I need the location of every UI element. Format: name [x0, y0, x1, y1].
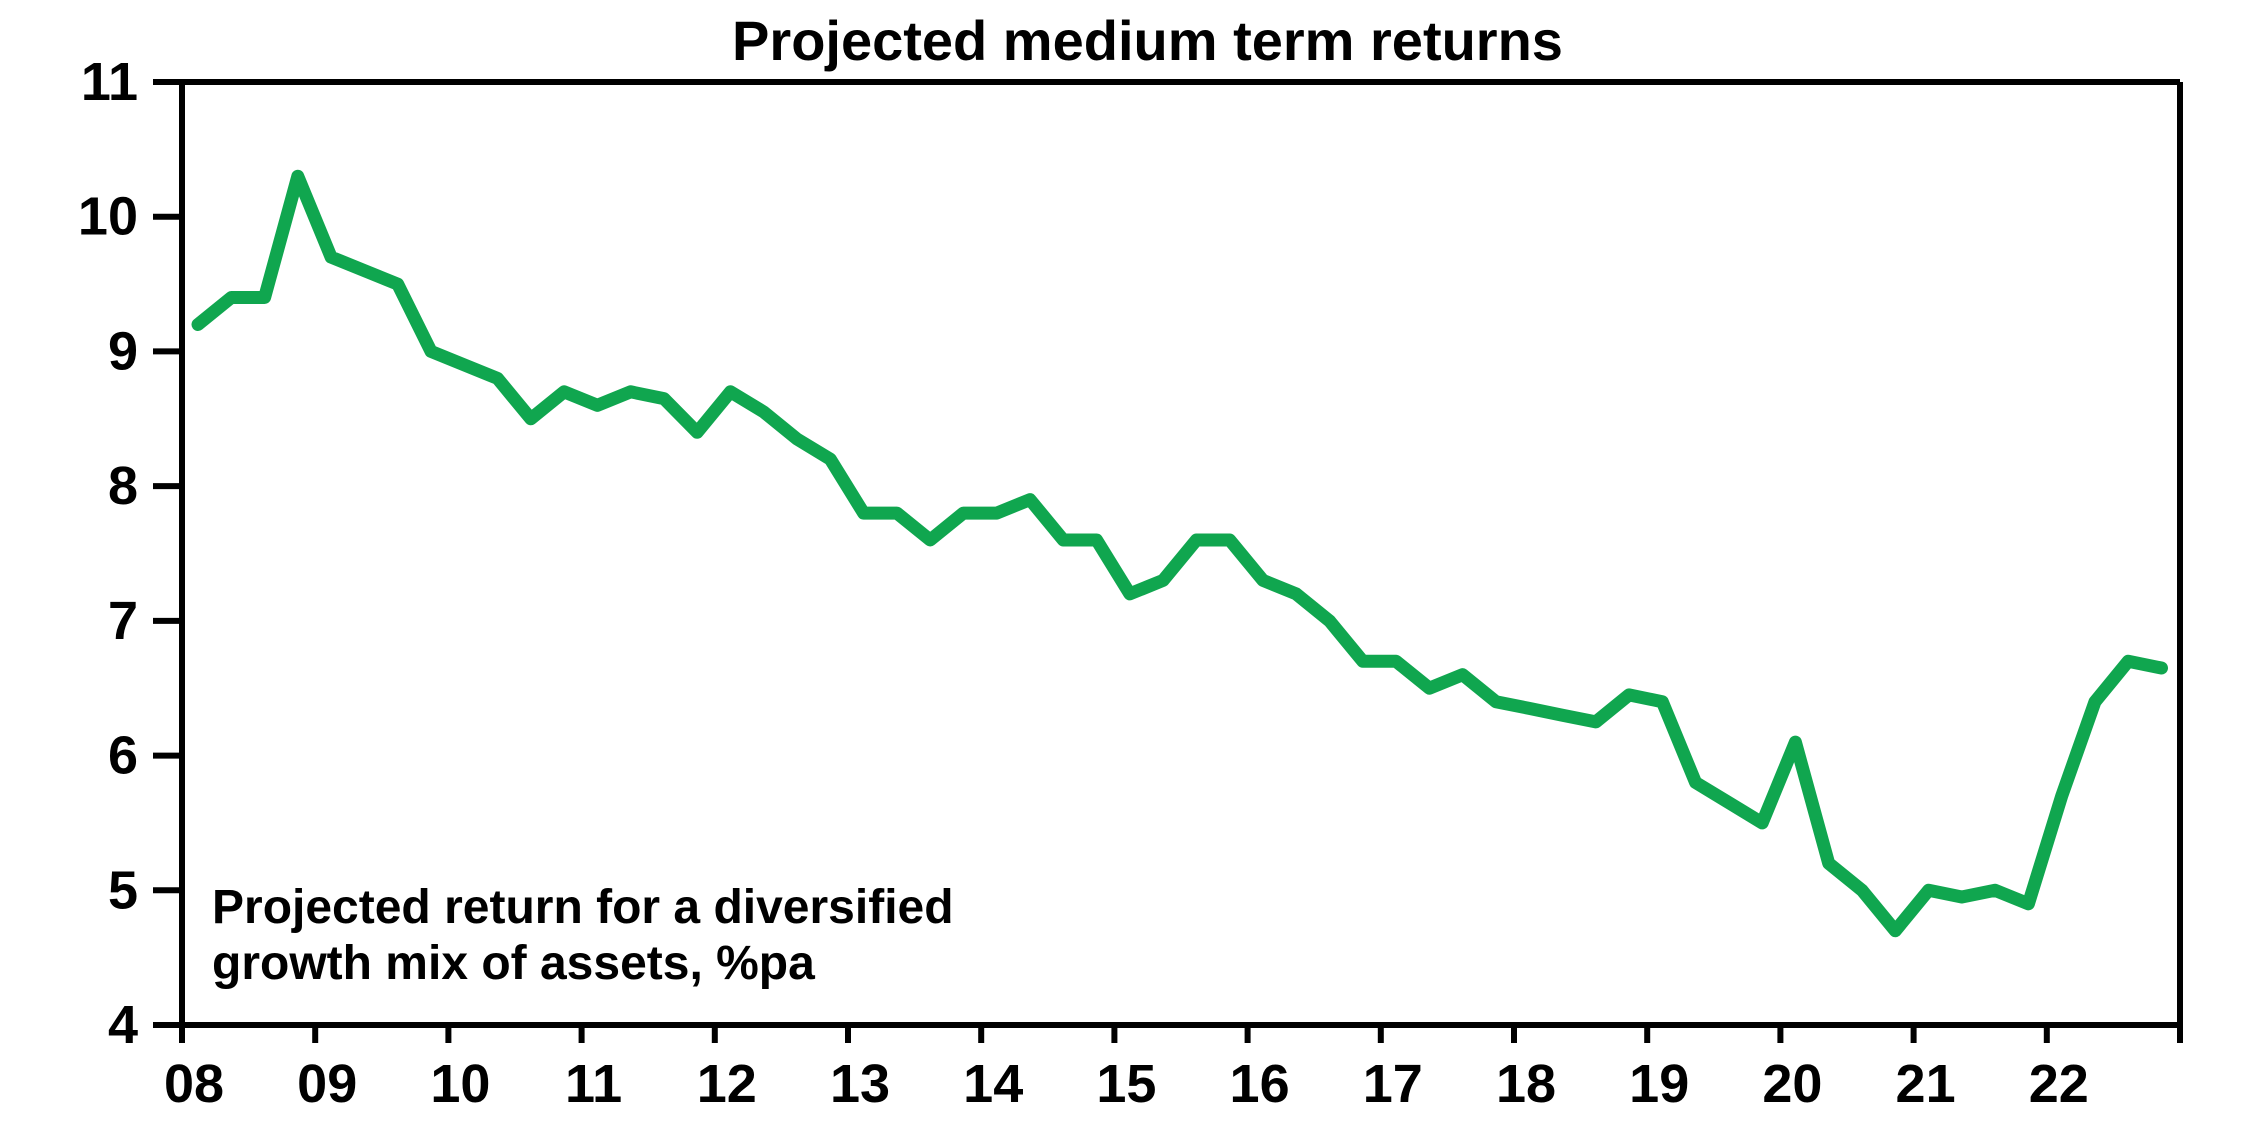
y-tick-label: 9	[108, 321, 138, 381]
chart-title: Projected medium term returns	[732, 9, 1563, 72]
x-tick-label: 17	[1363, 1054, 1423, 1114]
axes	[153, 79, 2183, 1043]
annotation-line-1: Projected return for a diversified	[212, 881, 954, 934]
y-tick-label: 5	[108, 860, 138, 920]
y-tick-label: 6	[108, 726, 138, 786]
x-tick-label: 20	[1762, 1054, 1822, 1114]
projected-returns-line	[191, 169, 2168, 938]
x-tick-label: 09	[297, 1054, 357, 1114]
y-tick-label: 4	[108, 995, 138, 1055]
line-series	[191, 169, 2168, 938]
series-annotation: Projected return for a diversified growt…	[212, 880, 954, 992]
x-tick-label: 18	[1496, 1054, 1556, 1114]
x-tick-label: 13	[830, 1054, 890, 1114]
x-tick-label: 08	[164, 1054, 224, 1114]
y-tick-label: 11	[81, 52, 138, 112]
x-tick-label: 10	[430, 1054, 490, 1114]
y-tick-label: 10	[78, 187, 138, 247]
x-tick-label: 21	[1896, 1054, 1956, 1114]
x-tick-label: 19	[1629, 1054, 1689, 1114]
x-tick-label: 15	[1096, 1054, 1156, 1114]
y-tick-label: 8	[108, 456, 138, 516]
x-tick-label: 14	[963, 1054, 1023, 1114]
x-tick-label: 22	[2029, 1054, 2089, 1114]
x-tick-label: 16	[1230, 1054, 1290, 1114]
axis-tick-labels: 4 5 6 7 8 9 10 11 08 09 10 11 12 13 14 15 16 17 18 19 20 21 22	[78, 52, 2089, 1114]
x-tick-label: 12	[697, 1054, 757, 1114]
y-tick-label: 7	[108, 591, 138, 651]
annotation-line-2: growth mix of assets, %pa	[212, 937, 815, 990]
x-tick-label: 11	[565, 1054, 622, 1114]
